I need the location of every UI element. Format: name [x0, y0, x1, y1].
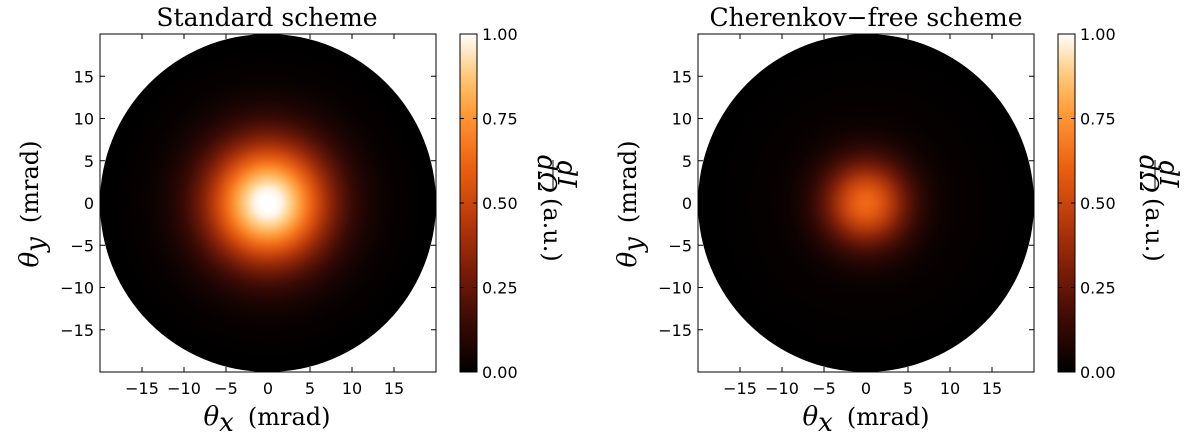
x-tick-label: −10	[765, 379, 799, 398]
colorbar-tick-label: 0.50	[482, 194, 518, 213]
x-tick-label: 0	[263, 379, 273, 398]
y-tick-label: −10	[60, 279, 94, 298]
y-tick-label: 10	[74, 110, 94, 129]
x-tick-label: −10	[167, 379, 201, 398]
svg-text:dI: dI	[551, 161, 581, 189]
x-tick-label: 5	[305, 379, 315, 398]
svg-text:dI: dI	[1153, 161, 1183, 189]
heatmap-panel-cherenkov-free: Cherenkov−free scheme θy(mrad) θx (mrad) …	[613, 3, 1183, 438]
x-tick-label: −5	[214, 379, 238, 398]
colorbar-tick-label: 0.25	[482, 279, 518, 298]
y-tick-label: 5	[84, 152, 94, 171]
svg-text:(a.u.): (a.u.)	[538, 198, 566, 262]
heatmap-panel-standard: Standard scheme θy(mrad) θx (mrad) dI dΩ …	[15, 3, 581, 438]
y-tick-label: −15	[60, 321, 94, 340]
colorbar-tick-label: 0.25	[1080, 279, 1116, 298]
colorbar-label: dI dΩ (a.u.)	[1133, 155, 1183, 262]
x-tick-label: −15	[723, 379, 757, 398]
y-tick-label: 15	[74, 67, 94, 86]
x-axis-label: θx (mrad)	[204, 402, 331, 438]
svg-text:θx(mrad): θx (mrad)	[803, 402, 930, 438]
chart-title: Cherenkov−free scheme	[709, 3, 1022, 32]
svg-text:θy(mrad): θy(mrad)	[15, 141, 51, 268]
x-tick-label: 15	[982, 379, 1002, 398]
chart-title: Standard scheme	[156, 3, 377, 32]
intensity-disk	[698, 34, 1034, 372]
colorbar-tick-label: 0.75	[482, 110, 518, 129]
colorbar-tick-label: 0.00	[1080, 363, 1116, 382]
y-tick-label: 0	[84, 194, 94, 213]
x-tick-label: 10	[940, 379, 960, 398]
colorbar-tick-label: 0.75	[1080, 110, 1116, 129]
y-tick-label: −15	[658, 321, 692, 340]
y-axis-label: θy(mrad)	[15, 141, 51, 268]
svg-text:dΩ: dΩ	[531, 155, 561, 193]
y-tick-label: 10	[672, 110, 692, 129]
x-tick-label: 0	[861, 379, 871, 398]
colorbar-tick-label: 0.50	[1080, 194, 1116, 213]
colorbar-tick-label: 0.00	[482, 363, 518, 382]
svg-text:θy(mrad): θy(mrad)	[613, 141, 649, 268]
y-tick-label: 5	[682, 152, 692, 171]
svg-text:θx(mrad): θx (mrad)	[204, 402, 331, 438]
y-tick-label: −5	[70, 236, 94, 255]
colorbar-tick-label: 1.00	[482, 25, 518, 44]
x-tick-label: −5	[812, 379, 836, 398]
y-tick-label: 0	[682, 194, 692, 213]
intensity-disk	[100, 34, 436, 372]
x-axis-label: θx (mrad)	[803, 402, 930, 438]
svg-text:dΩ: dΩ	[1133, 155, 1163, 193]
svg-text:(a.u.): (a.u.)	[1140, 198, 1168, 262]
y-tick-label: 15	[672, 67, 692, 86]
x-tick-label: 5	[903, 379, 913, 398]
x-tick-label: 10	[342, 379, 362, 398]
colorbar-tick-label: 1.00	[1080, 25, 1116, 44]
x-tick-label: −15	[125, 379, 159, 398]
colorbar-label: dI dΩ (a.u.)	[531, 155, 581, 262]
y-tick-label: −5	[668, 236, 692, 255]
y-axis-label: θy(mrad)	[613, 141, 649, 268]
y-tick-label: −10	[658, 279, 692, 298]
x-tick-label: 15	[384, 379, 404, 398]
